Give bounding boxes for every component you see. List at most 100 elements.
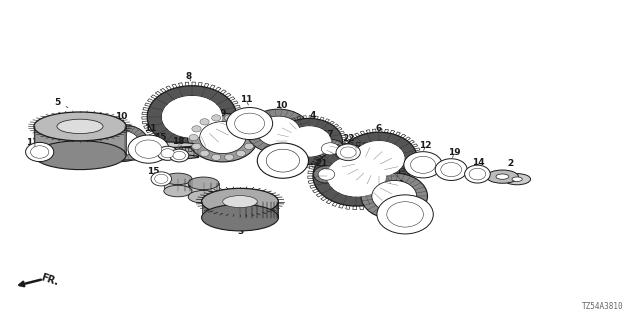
Ellipse shape	[441, 163, 461, 177]
Ellipse shape	[336, 144, 360, 161]
Ellipse shape	[189, 134, 198, 141]
Ellipse shape	[257, 143, 308, 178]
Ellipse shape	[486, 170, 518, 183]
Ellipse shape	[151, 172, 172, 186]
Text: 16: 16	[289, 149, 302, 158]
Polygon shape	[77, 145, 198, 157]
Ellipse shape	[161, 149, 174, 158]
Text: 10: 10	[275, 101, 288, 110]
Ellipse shape	[77, 142, 198, 148]
Ellipse shape	[372, 180, 417, 212]
Ellipse shape	[188, 190, 219, 203]
Ellipse shape	[202, 188, 278, 215]
Ellipse shape	[276, 118, 342, 164]
Ellipse shape	[340, 147, 356, 158]
Ellipse shape	[244, 143, 253, 149]
Ellipse shape	[236, 150, 246, 156]
Ellipse shape	[173, 151, 186, 160]
Text: 10: 10	[392, 180, 404, 189]
Ellipse shape	[314, 166, 339, 183]
Polygon shape	[202, 202, 278, 218]
Ellipse shape	[162, 96, 222, 138]
Ellipse shape	[155, 174, 168, 183]
Ellipse shape	[246, 109, 310, 153]
Ellipse shape	[266, 149, 300, 172]
Ellipse shape	[95, 124, 148, 162]
Ellipse shape	[162, 96, 222, 138]
Ellipse shape	[164, 185, 192, 197]
Text: 9: 9	[220, 109, 226, 121]
Ellipse shape	[361, 173, 428, 219]
Ellipse shape	[340, 132, 417, 185]
Text: 20: 20	[161, 174, 174, 183]
Text: 3: 3	[237, 227, 243, 236]
Ellipse shape	[164, 173, 192, 185]
Ellipse shape	[469, 168, 486, 180]
Ellipse shape	[128, 135, 169, 163]
Polygon shape	[34, 126, 126, 155]
Ellipse shape	[157, 146, 178, 160]
Ellipse shape	[411, 156, 436, 173]
Text: 1: 1	[134, 153, 141, 162]
Ellipse shape	[104, 131, 140, 156]
Ellipse shape	[435, 159, 467, 180]
Ellipse shape	[404, 152, 442, 178]
Ellipse shape	[227, 108, 273, 140]
Ellipse shape	[387, 202, 424, 227]
Text: 20: 20	[187, 180, 200, 188]
Ellipse shape	[353, 141, 404, 176]
Text: 7: 7	[354, 156, 360, 165]
Ellipse shape	[200, 119, 209, 125]
Polygon shape	[164, 179, 192, 191]
Ellipse shape	[327, 156, 386, 196]
Text: 11: 11	[240, 95, 253, 105]
Ellipse shape	[212, 154, 221, 160]
Ellipse shape	[235, 113, 264, 134]
Ellipse shape	[170, 149, 189, 162]
Text: 2: 2	[508, 159, 514, 168]
Ellipse shape	[316, 139, 344, 158]
Ellipse shape	[327, 156, 386, 196]
Ellipse shape	[247, 134, 257, 141]
Ellipse shape	[465, 165, 490, 183]
Text: 6: 6	[376, 124, 382, 133]
Text: 17: 17	[321, 130, 334, 139]
Text: 4: 4	[309, 111, 316, 120]
Text: 18: 18	[172, 137, 184, 146]
Ellipse shape	[377, 195, 433, 234]
Ellipse shape	[200, 122, 246, 154]
Text: 8: 8	[186, 72, 192, 81]
Ellipse shape	[504, 174, 531, 185]
Text: 14: 14	[472, 158, 485, 168]
Text: 13: 13	[26, 138, 38, 147]
Text: 12: 12	[419, 141, 432, 150]
Ellipse shape	[200, 150, 209, 156]
Ellipse shape	[26, 142, 54, 162]
Text: 15: 15	[147, 167, 160, 176]
Ellipse shape	[192, 126, 201, 132]
Ellipse shape	[321, 143, 339, 155]
Ellipse shape	[223, 196, 257, 208]
Ellipse shape	[313, 146, 400, 206]
Ellipse shape	[147, 86, 237, 148]
Text: 11: 11	[400, 198, 413, 207]
Ellipse shape	[34, 112, 126, 141]
Text: 21: 21	[315, 159, 328, 168]
Ellipse shape	[287, 126, 331, 156]
Text: TZ54A3810: TZ54A3810	[582, 302, 624, 311]
Ellipse shape	[202, 204, 278, 231]
Ellipse shape	[34, 141, 126, 170]
Polygon shape	[188, 183, 219, 197]
Ellipse shape	[31, 146, 49, 158]
Ellipse shape	[512, 177, 522, 181]
Ellipse shape	[244, 126, 253, 132]
Ellipse shape	[496, 174, 509, 179]
Text: 19: 19	[448, 148, 461, 157]
Ellipse shape	[192, 143, 201, 149]
Ellipse shape	[57, 119, 103, 134]
Ellipse shape	[225, 154, 234, 160]
Ellipse shape	[77, 154, 198, 160]
Text: 22: 22	[342, 134, 355, 143]
Ellipse shape	[318, 169, 335, 180]
Ellipse shape	[257, 116, 300, 146]
